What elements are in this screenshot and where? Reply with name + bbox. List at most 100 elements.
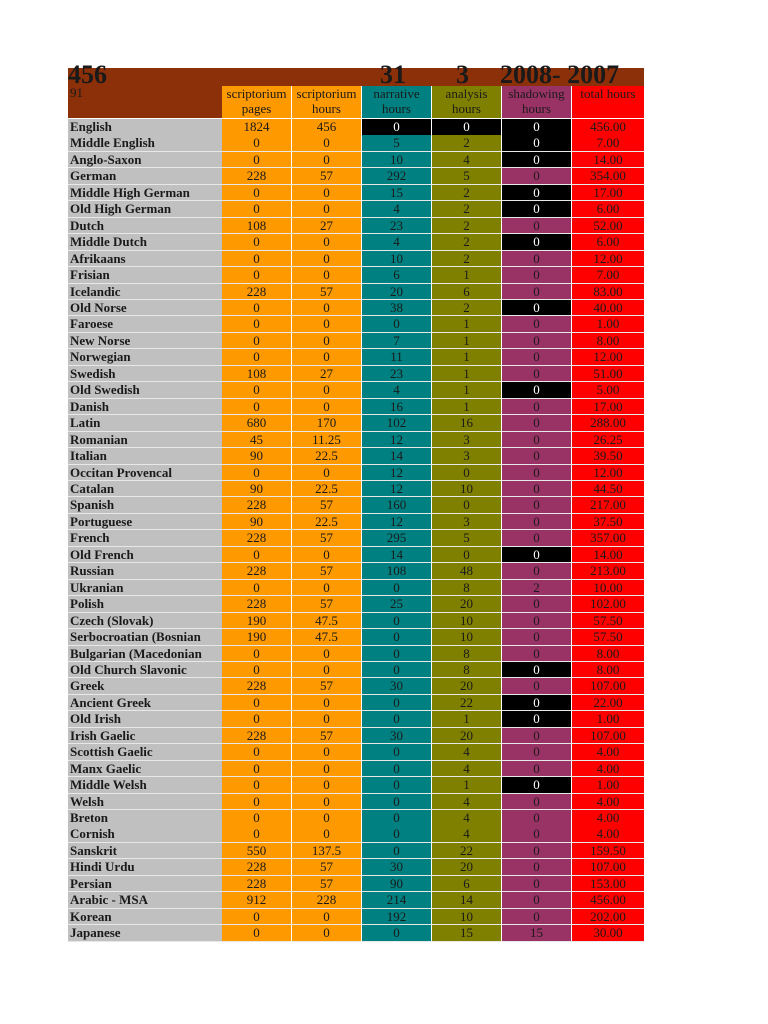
narrative-hours-cell: 0 <box>362 119 431 136</box>
narrative-hours-cell: 4 <box>362 234 431 251</box>
header-total-hours: total hours <box>572 86 644 118</box>
analysis-hours-cell: 1 <box>432 316 501 333</box>
table-row: Middle Welsh 0 0 0 1 0 1.00 <box>68 777 644 794</box>
language-name-cell: Frisian <box>68 267 222 284</box>
scriptorium-pages-cell: 228 <box>222 497 291 514</box>
total-hours-cell: 107.00 <box>572 859 644 876</box>
language-name-cell: Ancient Greek <box>68 694 222 712</box>
table-row: Breton 0 0 0 4 0 4.00 <box>68 810 644 827</box>
total-hours-cell: 102.00 <box>572 596 644 613</box>
scriptorium-hours-cell: 0 <box>292 382 361 399</box>
scriptorium-hours-cell: 0 <box>292 645 361 662</box>
scriptorium-hours-cell: 57 <box>292 727 361 745</box>
analysis-hours-cell: 20 <box>432 596 501 613</box>
scriptorium-pages-cell: 0 <box>222 908 291 926</box>
total-hours-cell: 213.00 <box>572 563 644 580</box>
scriptorium-pages-cell: 0 <box>222 810 291 827</box>
narrative-hours-cell: 15 <box>362 184 431 202</box>
analysis-hours-cell: 0 <box>432 464 501 482</box>
table-row: Old Norse 0 0 38 2 0 40.00 <box>68 299 644 317</box>
language-name-cell: Dutch <box>68 217 222 235</box>
narrative-hours-cell: 11 <box>362 349 431 366</box>
language-name-cell: Spanish <box>68 497 222 514</box>
shadowing-hours-cell: 0 <box>502 661 571 679</box>
scriptorium-hours-cell: 0 <box>292 793 361 811</box>
scriptorium-pages-cell: 0 <box>222 135 291 152</box>
scriptorium-hours-cell: 0 <box>292 299 361 317</box>
scriptorium-hours-cell: 57 <box>292 283 361 301</box>
scriptorium-pages-cell: 0 <box>222 398 291 416</box>
scriptorium-hours-cell: 57 <box>292 168 361 185</box>
total-hours-cell: 7.00 <box>572 135 644 152</box>
total-hours-cell: 17.00 <box>572 184 644 202</box>
table-row: Japanese 0 0 0 15 15 30.00 <box>68 925 644 942</box>
shadowing-hours-cell: 0 <box>502 629 571 646</box>
table-row: Swedish 108 27 23 1 0 51.00 <box>68 365 644 383</box>
shadowing-hours-cell: 0 <box>502 859 571 876</box>
scriptorium-pages-cell: 228 <box>222 727 291 745</box>
total-hours-cell: 1.00 <box>572 777 644 794</box>
total-hours-cell: 4.00 <box>572 760 644 778</box>
narrative-hours-cell: 14 <box>362 546 431 564</box>
total-hours-cell: 357.00 <box>572 530 644 547</box>
table-row: Middle High German 0 0 15 2 0 17.00 <box>68 184 644 202</box>
total-hours-cell: 30.00 <box>572 925 644 942</box>
language-name-cell: Old Church Slavonic <box>68 661 222 679</box>
table-row: Danish 0 0 16 1 0 17.00 <box>68 398 644 416</box>
table-row: Italian 90 22.5 14 3 0 39.50 <box>68 448 644 465</box>
table-row: Sanskrit 550 137.5 0 22 0 159.50 <box>68 842 644 860</box>
scriptorium-hours-cell: 456 <box>292 119 361 136</box>
row-count: 91 <box>68 86 222 118</box>
analysis-hours-cell: 0 <box>432 546 501 564</box>
analysis-hours-cell: 4 <box>432 760 501 778</box>
scriptorium-pages-cell: 0 <box>222 316 291 333</box>
language-name-cell: Old Norse <box>68 299 222 317</box>
shadowing-hours-cell: 0 <box>502 612 571 630</box>
scriptorium-pages-cell: 0 <box>222 826 291 843</box>
scriptorium-hours-cell: 0 <box>292 777 361 794</box>
scriptorium-pages-cell: 0 <box>222 184 291 202</box>
table-row: Bulgarian (Macedonian 0 0 0 8 0 8.00 <box>68 645 644 662</box>
analysis-hours-cell: 4 <box>432 826 501 843</box>
narrative-hours-cell: 0 <box>362 694 431 712</box>
shadowing-hours-cell: 0 <box>502 480 571 498</box>
total-hours-cell: 4.00 <box>572 744 644 761</box>
language-name-cell: Anglo-Saxon <box>68 151 222 169</box>
analysis-hours-cell: 10 <box>432 480 501 498</box>
scriptorium-hours-cell: 0 <box>292 826 361 843</box>
language-name-cell: Old Swedish <box>68 382 222 399</box>
table-row: Faroese 0 0 0 1 0 1.00 <box>68 316 644 333</box>
narrative-hours-cell: 295 <box>362 530 431 547</box>
table-row: Icelandic 228 57 20 6 0 83.00 <box>68 283 644 301</box>
table-row: Scottish Gaelic 0 0 0 4 0 4.00 <box>68 744 644 761</box>
analysis-hours-cell: 3 <box>432 513 501 531</box>
narrative-hours-cell: 108 <box>362 563 431 580</box>
narrative-hours-cell: 10 <box>362 250 431 268</box>
table-row: Manx Gaelic 0 0 0 4 0 4.00 <box>68 760 644 778</box>
narrative-hours-cell: 0 <box>362 645 431 662</box>
total-hours-cell: 40.00 <box>572 299 644 317</box>
analysis-hours-cell: 2 <box>432 201 501 218</box>
narrative-hours-cell: 192 <box>362 908 431 926</box>
shadowing-hours-cell: 0 <box>502 711 571 728</box>
analysis-hours-cell: 10 <box>432 908 501 926</box>
narrative-hours-cell: 5 <box>362 135 431 152</box>
narrative-hours-cell: 0 <box>362 629 431 646</box>
total-hours-cell: 22.00 <box>572 694 644 712</box>
shadowing-hours-cell: 0 <box>502 760 571 778</box>
scriptorium-pages-cell: 0 <box>222 382 291 399</box>
scriptorium-hours-cell: 27 <box>292 217 361 235</box>
scriptorium-pages-cell: 0 <box>222 661 291 679</box>
narrative-hours-cell: 20 <box>362 283 431 301</box>
total-hours-cell: 456.00 <box>572 892 644 909</box>
narrative-hours-cell: 30 <box>362 859 431 876</box>
shadowing-hours-cell: 0 <box>502 892 571 909</box>
scriptorium-pages-cell: 228 <box>222 875 291 893</box>
language-name-cell: Romanian <box>68 431 222 449</box>
table-row: Old Church Slavonic 0 0 0 8 0 8.00 <box>68 661 644 679</box>
scriptorium-pages-cell: 228 <box>222 678 291 695</box>
language-name-cell: Scottish Gaelic <box>68 744 222 761</box>
total-hours-cell: 107.00 <box>572 678 644 695</box>
scriptorium-hours-cell: 137.5 <box>292 842 361 860</box>
scriptorium-pages-cell: 1824 <box>222 119 291 136</box>
